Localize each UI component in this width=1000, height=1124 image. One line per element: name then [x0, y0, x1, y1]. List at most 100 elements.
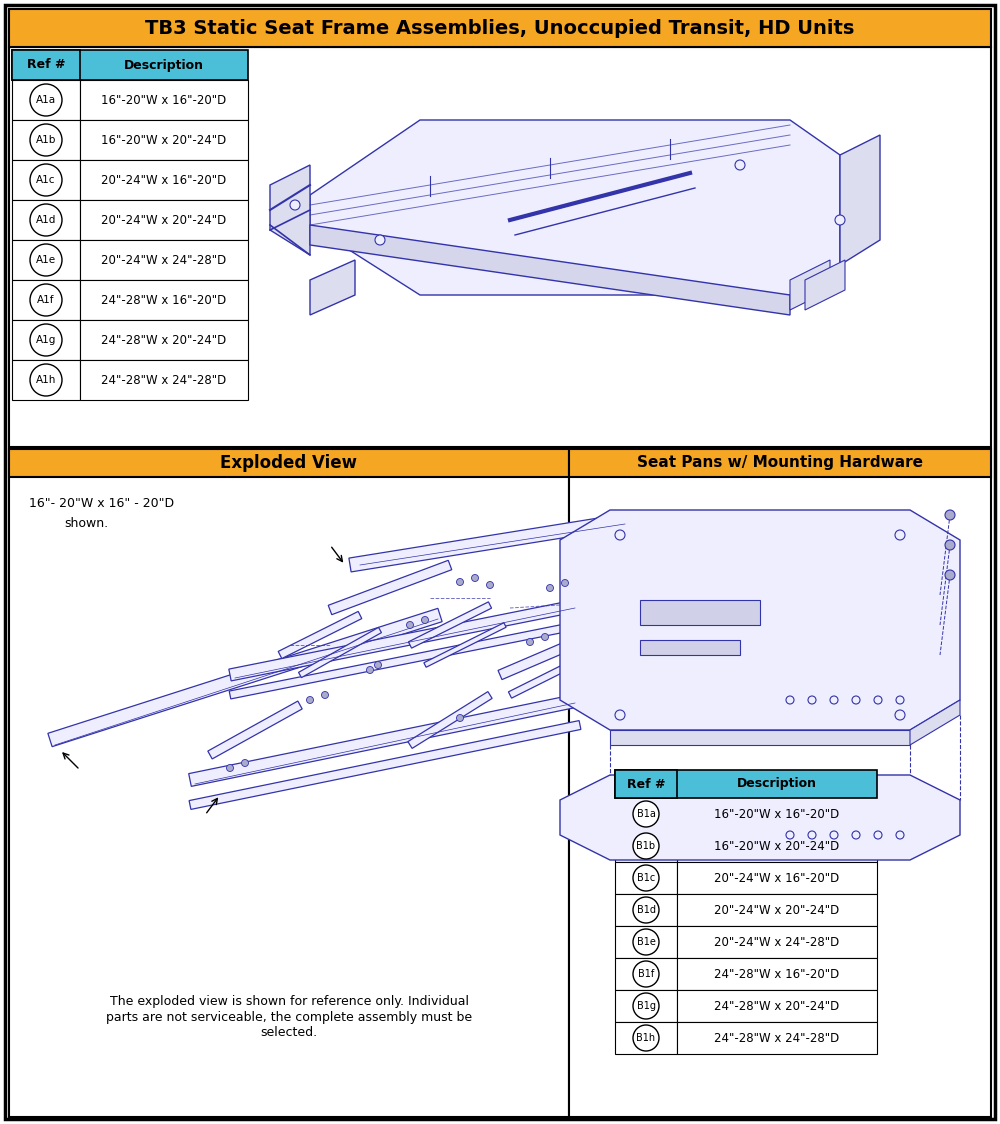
Bar — [569, 448, 991, 477]
Circle shape — [945, 510, 955, 520]
Bar — [677, 1022, 877, 1054]
Circle shape — [30, 244, 62, 277]
Text: 20"-24"W x 24"-28"D: 20"-24"W x 24"-28"D — [101, 254, 227, 266]
Circle shape — [375, 235, 385, 245]
Text: Description: Description — [124, 58, 204, 72]
Circle shape — [633, 992, 659, 1019]
Polygon shape — [424, 623, 506, 668]
Text: 16"-20"W x 20"-24"D: 16"-20"W x 20"-24"D — [714, 840, 840, 852]
Bar — [9, 448, 569, 1117]
Text: 24"-28"W x 16"-20"D: 24"-28"W x 16"-20"D — [714, 968, 840, 980]
Circle shape — [786, 696, 794, 704]
Bar — [80, 200, 248, 241]
Polygon shape — [310, 225, 790, 315]
Circle shape — [406, 622, 414, 628]
Text: The exploded view is shown for reference only. Individual
parts are not servicea: The exploded view is shown for reference… — [106, 996, 472, 1039]
Circle shape — [30, 124, 62, 156]
Text: 20"-24"W x 24"-28"D: 20"-24"W x 24"-28"D — [714, 935, 840, 949]
Bar — [615, 1022, 677, 1054]
Polygon shape — [910, 700, 960, 745]
Circle shape — [456, 715, 464, 722]
Circle shape — [896, 831, 904, 839]
Polygon shape — [278, 611, 362, 659]
Bar — [615, 862, 677, 894]
Circle shape — [786, 831, 794, 839]
Circle shape — [526, 638, 534, 645]
Polygon shape — [299, 627, 381, 678]
Bar — [80, 360, 248, 400]
Bar — [80, 80, 248, 120]
Text: Seat Pans w/ Mounting Hardware: Seat Pans w/ Mounting Hardware — [637, 455, 923, 471]
Text: 20"-24"W x 16"-20"D: 20"-24"W x 16"-20"D — [101, 173, 227, 187]
Circle shape — [546, 584, 554, 591]
Circle shape — [874, 831, 882, 839]
Circle shape — [896, 696, 904, 704]
Polygon shape — [208, 701, 302, 759]
Polygon shape — [189, 694, 581, 787]
Text: B1b: B1b — [636, 841, 656, 851]
Bar — [615, 990, 677, 1022]
Bar — [80, 320, 248, 360]
Circle shape — [874, 696, 882, 704]
Text: 24"-28"W x 24"-28"D: 24"-28"W x 24"-28"D — [714, 1032, 840, 1044]
Text: Ref #: Ref # — [627, 778, 665, 790]
Bar — [9, 9, 991, 47]
Circle shape — [735, 160, 745, 170]
Text: 24"-28"W x 16"-20"D: 24"-28"W x 16"-20"D — [101, 293, 227, 307]
Bar — [677, 798, 877, 830]
Polygon shape — [640, 600, 760, 625]
Bar — [677, 958, 877, 990]
Text: TB3 Static Seat Frame Assemblies, Unoccupied Transit, HD Units: TB3 Static Seat Frame Assemblies, Unoccu… — [145, 18, 855, 37]
Bar — [12, 280, 80, 320]
Bar — [12, 160, 80, 200]
Bar — [9, 448, 569, 477]
Circle shape — [852, 696, 860, 704]
Text: B1d: B1d — [637, 905, 656, 915]
Circle shape — [830, 831, 838, 839]
Polygon shape — [229, 599, 581, 681]
Bar — [677, 830, 877, 862]
Text: 16"-20"W x 16"-20"D: 16"-20"W x 16"-20"D — [714, 807, 840, 821]
Polygon shape — [189, 720, 581, 809]
Text: 24"-28"W x 24"-28"D: 24"-28"W x 24"-28"D — [101, 373, 227, 387]
Polygon shape — [560, 776, 960, 860]
Circle shape — [486, 581, 494, 589]
Bar — [569, 448, 991, 1117]
Polygon shape — [610, 729, 910, 745]
Polygon shape — [508, 632, 632, 698]
Text: B1c: B1c — [637, 873, 655, 883]
Circle shape — [422, 616, 428, 624]
Text: A1f: A1f — [37, 294, 55, 305]
Polygon shape — [408, 601, 492, 649]
Text: B1h: B1h — [636, 1033, 656, 1043]
Circle shape — [615, 531, 625, 540]
Bar — [677, 862, 877, 894]
Circle shape — [30, 164, 62, 196]
Bar — [12, 200, 80, 241]
Polygon shape — [805, 260, 845, 310]
Circle shape — [366, 667, 374, 673]
Bar — [80, 280, 248, 320]
Circle shape — [30, 84, 62, 116]
Bar — [677, 990, 877, 1022]
Bar — [615, 958, 677, 990]
Polygon shape — [840, 135, 880, 265]
Polygon shape — [328, 561, 452, 615]
Polygon shape — [408, 691, 492, 749]
Polygon shape — [270, 165, 310, 255]
Text: B1f: B1f — [638, 969, 654, 979]
Bar — [80, 120, 248, 160]
Text: 16"-20"W x 16"-20"D: 16"-20"W x 16"-20"D — [101, 93, 227, 107]
Text: 20"-24"W x 20"-24"D: 20"-24"W x 20"-24"D — [714, 904, 840, 916]
Circle shape — [30, 324, 62, 356]
Bar — [80, 241, 248, 280]
Circle shape — [374, 662, 382, 669]
Circle shape — [633, 897, 659, 923]
Circle shape — [633, 833, 659, 859]
Circle shape — [835, 215, 845, 225]
Polygon shape — [349, 513, 631, 572]
Bar — [615, 830, 677, 862]
Circle shape — [852, 831, 860, 839]
Bar — [615, 894, 677, 926]
Circle shape — [633, 801, 659, 827]
